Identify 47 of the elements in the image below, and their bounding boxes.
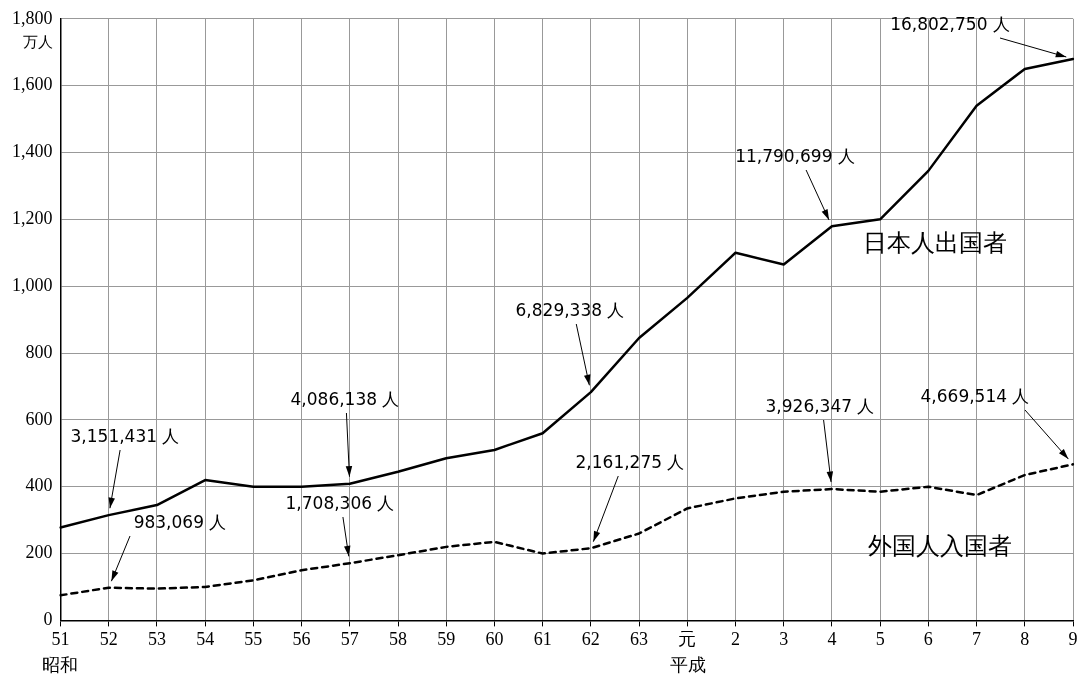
y-tick-label: 1,800 xyxy=(12,7,53,28)
y-tick-label: 0 xyxy=(43,609,53,630)
x-tick-label: 61 xyxy=(533,628,552,649)
y-tick-label: 800 xyxy=(25,341,53,362)
x-tick-label: 55 xyxy=(244,628,263,649)
y-tick-label: 1,200 xyxy=(12,208,53,229)
x-tick-label: 9 xyxy=(1068,628,1078,649)
y-tick-label: 1,400 xyxy=(12,141,53,162)
x-tick-label: 7 xyxy=(972,628,982,649)
annotation: 3,151,431 人 xyxy=(70,426,180,447)
annotation: 4,669,514 人 xyxy=(920,386,1030,407)
y-tick-label: 200 xyxy=(25,542,53,563)
annotation: 11,790,699 人 xyxy=(735,146,855,167)
x-tick-label: 8 xyxy=(1020,628,1030,649)
x-tick-label: 54 xyxy=(196,628,215,649)
y-tick-label: 400 xyxy=(25,475,53,496)
annotation: 2,161,275 人 xyxy=(575,452,685,473)
annotation: 6,829,338 人 xyxy=(515,300,625,321)
x-tick-label: 53 xyxy=(147,628,166,649)
x-tick-label: 56 xyxy=(292,628,311,649)
annotation: 1,708,306 人 xyxy=(285,493,395,514)
x-tick-label: 4 xyxy=(827,628,837,649)
annotation: 983,069 人 xyxy=(133,512,227,533)
annotation: 16,802,750 人 xyxy=(890,14,1010,35)
annotation: 4,086,138 人 xyxy=(290,389,400,410)
series-label: 日本人出国者 xyxy=(863,229,1007,258)
series-label: 外国人入国者 xyxy=(868,532,1012,561)
x-tick-label: 59 xyxy=(437,628,456,649)
x-tick-label: 62 xyxy=(581,628,600,649)
x-tick-label: 51 xyxy=(51,628,70,649)
annotation: 3,926,347 人 xyxy=(765,396,875,417)
x-tick-label: 58 xyxy=(389,628,407,649)
text: 平成 xyxy=(670,653,706,675)
y-tick-label: 600 xyxy=(25,408,53,429)
x-tick-label: 60 xyxy=(485,628,504,649)
y-tick-label: 1,000 xyxy=(12,274,53,295)
x-tick-label: 3 xyxy=(779,628,789,649)
x-tick-label: 5 xyxy=(875,628,885,649)
text: 昭和 xyxy=(42,653,78,675)
y-tick-label: 1,600 xyxy=(12,74,53,95)
x-tick-label: 63 xyxy=(630,628,649,649)
x-tick-label: 52 xyxy=(99,628,118,649)
x-tick-label: 2 xyxy=(731,628,740,649)
x-tick-label: 57 xyxy=(340,628,359,649)
y-axis-title: 万人 xyxy=(22,32,53,51)
x-tick-label: 6 xyxy=(923,628,933,649)
x-tick-label: 元 xyxy=(678,628,697,649)
